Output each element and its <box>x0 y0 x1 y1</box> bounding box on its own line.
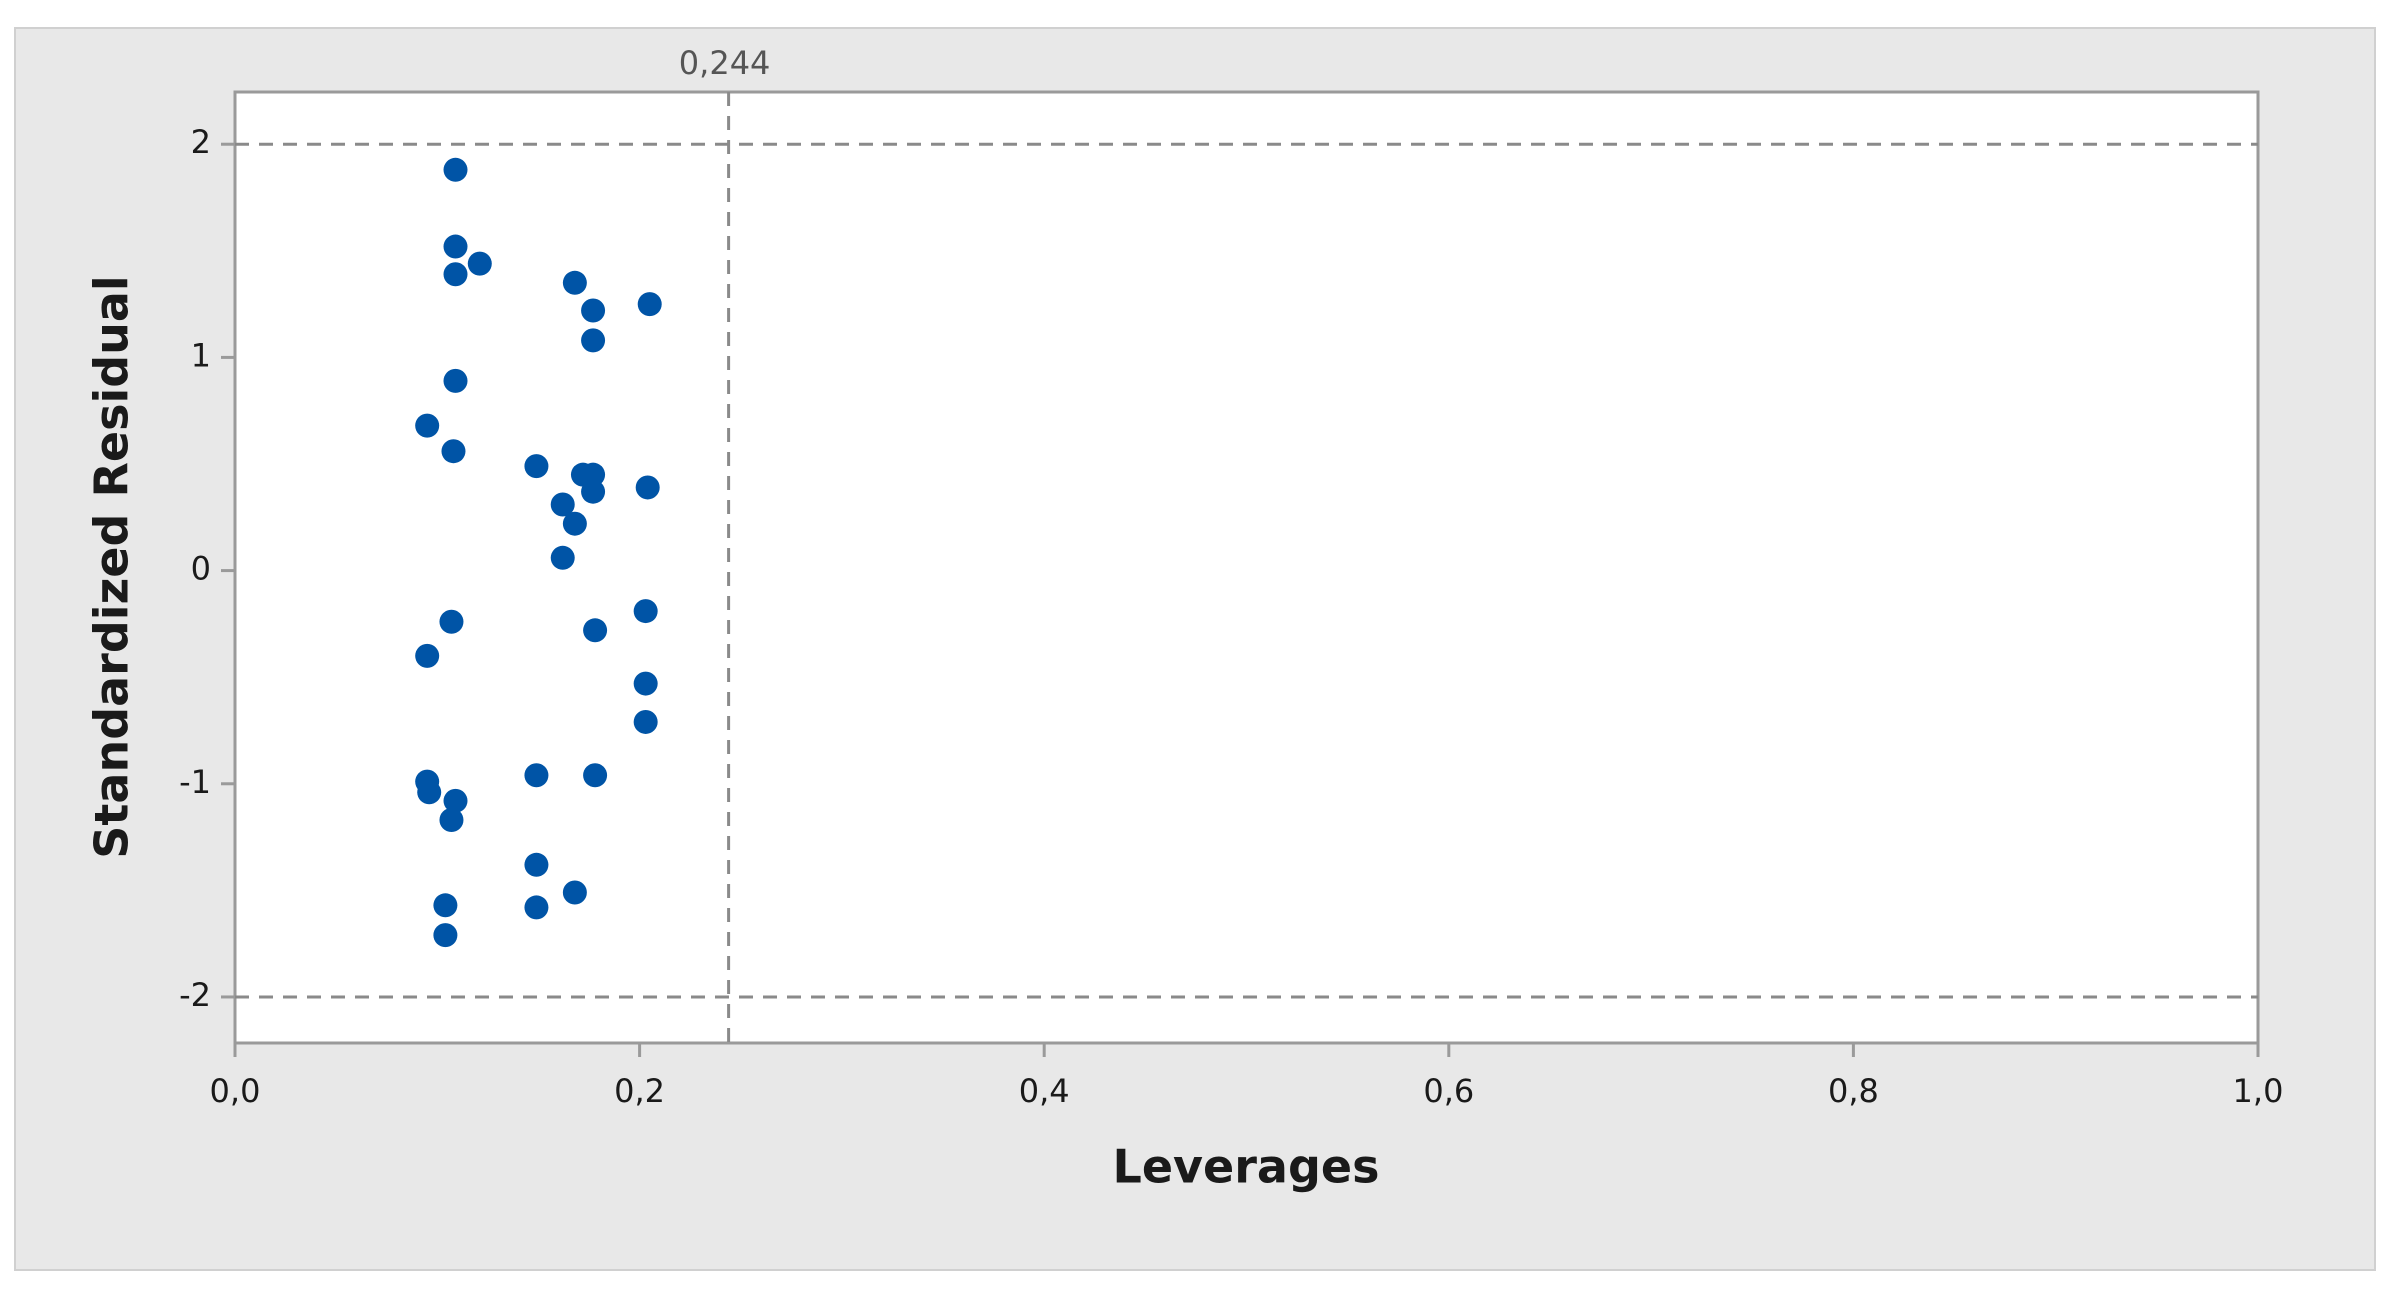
point <box>581 298 606 323</box>
point <box>550 492 575 517</box>
point <box>583 763 608 788</box>
point <box>443 788 468 813</box>
y-tick-label: -2 <box>179 976 211 1014</box>
point <box>443 262 468 287</box>
point <box>637 292 662 317</box>
x-tick-label: 1,0 <box>2233 1072 2284 1110</box>
point <box>550 545 575 570</box>
point <box>443 368 468 393</box>
point <box>562 270 587 295</box>
x-tick-label: 0,4 <box>1019 1072 1070 1110</box>
x-tick-label: 0,0 <box>210 1072 261 1110</box>
y-tick-label: 1 <box>191 336 211 374</box>
point <box>415 643 440 668</box>
point <box>583 618 608 643</box>
point <box>433 923 458 948</box>
point <box>524 895 549 920</box>
point <box>443 234 468 259</box>
point <box>467 251 492 276</box>
point <box>581 462 606 487</box>
x-axis-title: Leverages <box>1113 1140 1380 1194</box>
point <box>562 880 587 905</box>
point <box>439 609 464 634</box>
point <box>581 479 606 504</box>
point <box>439 808 464 833</box>
y-tick-label: 0 <box>191 550 211 588</box>
point <box>443 157 468 182</box>
point <box>633 709 658 734</box>
point <box>635 475 660 500</box>
point <box>524 454 549 479</box>
point <box>633 599 658 624</box>
point <box>415 413 440 438</box>
point <box>417 780 442 805</box>
x-tick-label: 0,2 <box>614 1072 665 1110</box>
reference-label: 0,244 <box>679 44 771 82</box>
point <box>524 763 549 788</box>
point <box>433 893 458 918</box>
point <box>562 511 587 536</box>
y-axis-title: Standardized Residual <box>85 275 139 858</box>
point <box>524 852 549 877</box>
x-tick-label: 0,8 <box>1828 1072 1879 1110</box>
y-tick-label: -1 <box>179 763 211 801</box>
x-tick-label: 0,6 <box>1423 1072 1474 1110</box>
point <box>581 328 606 353</box>
y-tick-label: 2 <box>191 123 211 161</box>
point <box>441 439 466 464</box>
point <box>633 671 658 696</box>
